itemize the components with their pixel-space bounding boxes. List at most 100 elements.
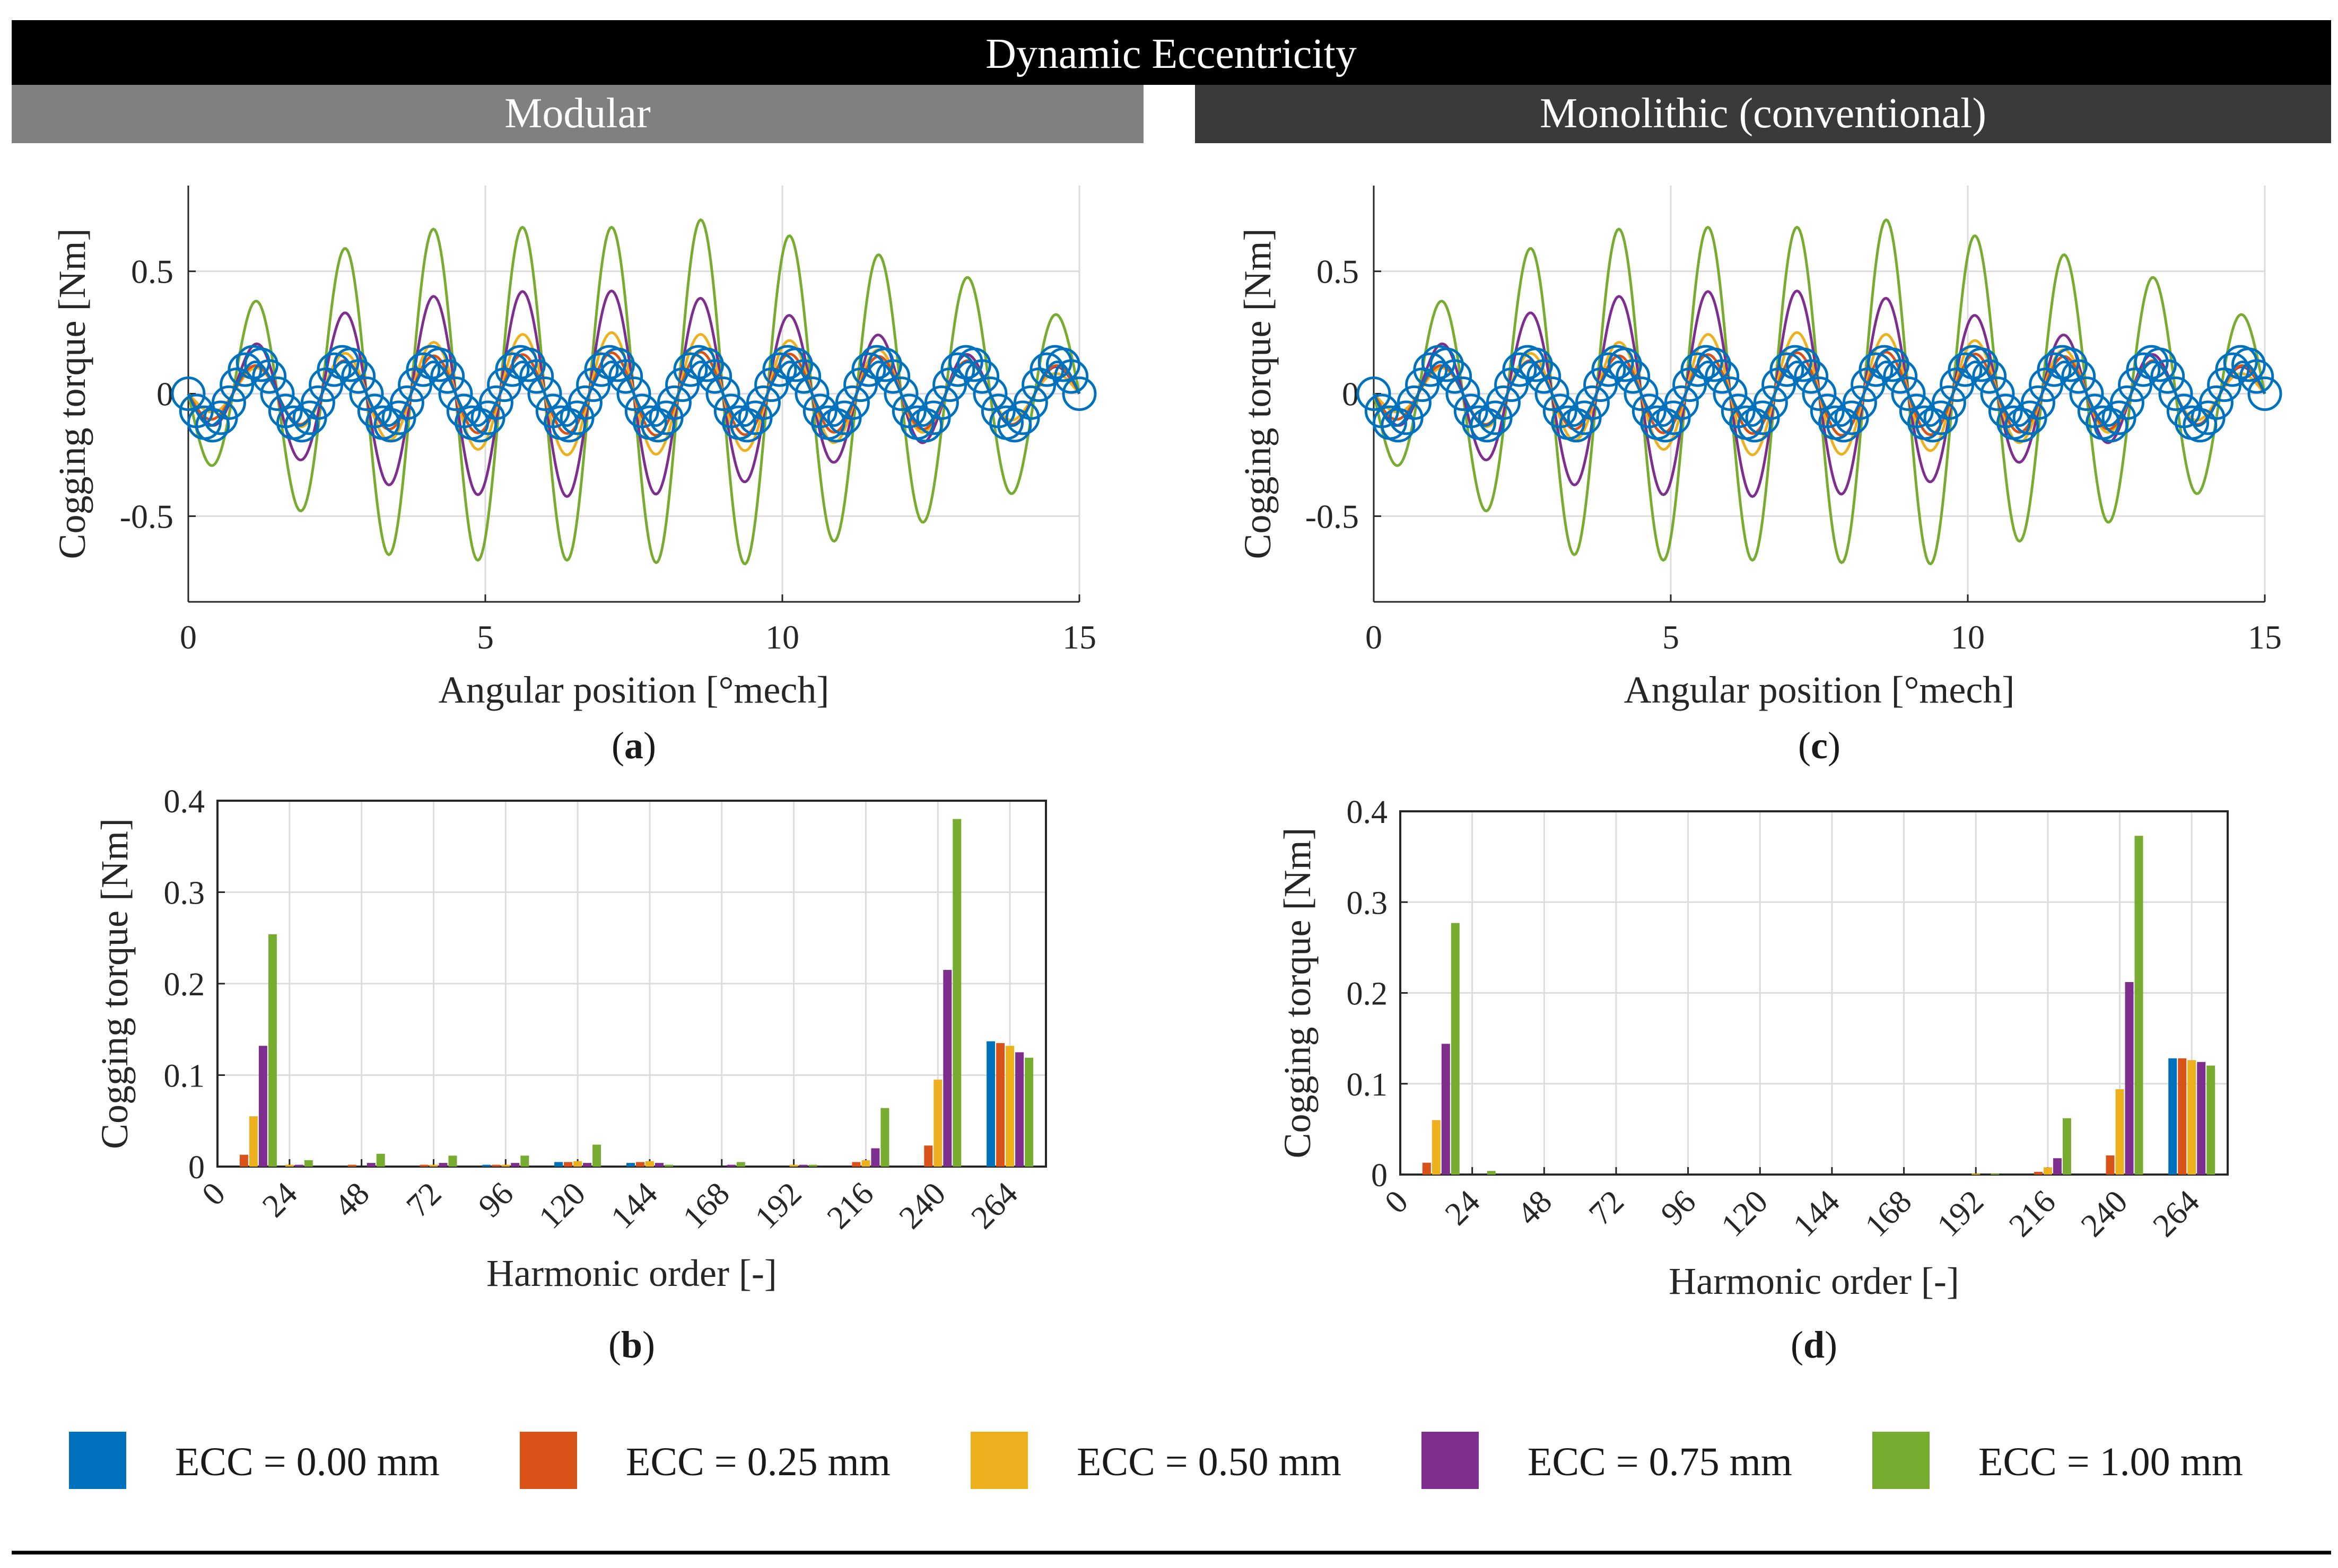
data-point <box>349 376 384 411</box>
data-point <box>568 385 603 420</box>
data-point <box>317 352 352 387</box>
data-point <box>705 376 740 411</box>
x-tick-label: 5 <box>477 618 494 656</box>
x-tick-label: 10 <box>765 618 799 656</box>
x-tick-label: 240 <box>2074 1184 2135 1244</box>
data-point <box>876 359 911 394</box>
header-bar-right <box>1195 85 2331 143</box>
data-point <box>284 408 319 443</box>
y-tick-label: 0.4 <box>1347 794 1388 830</box>
data-point <box>762 352 797 387</box>
bar <box>492 1164 501 1167</box>
data-point <box>478 385 513 420</box>
data-point <box>252 359 287 394</box>
x-tick-label: 24 <box>256 1176 304 1224</box>
bar <box>304 1160 313 1167</box>
bar <box>420 1164 429 1167</box>
bar <box>2178 1058 2187 1175</box>
chart-d: 0 0.1 0.2 0.3 0.4 0 24 48 72 96 120 144 168 192 216 240… <box>1276 794 2229 1366</box>
data-point <box>746 385 781 420</box>
bar <box>2115 1089 2124 1175</box>
data-point <box>819 408 854 443</box>
data-point <box>1972 359 2007 394</box>
legend-swatch <box>520 1432 577 1489</box>
data-point <box>1883 359 1918 394</box>
data-point <box>1575 385 1610 420</box>
legend-label: ECC = 0.00 mm <box>175 1440 440 1484</box>
bar <box>2197 1062 2206 1175</box>
data-point <box>430 359 465 394</box>
bar <box>808 1164 817 1167</box>
x-tick-label: 0 <box>1365 618 1382 656</box>
data-point <box>1680 352 1715 387</box>
data-point <box>1786 347 1820 382</box>
data-point <box>787 359 822 394</box>
chart-c: 0 5 10 15 -0.5 0 0.5 Angular position [°mech] Co… <box>1236 186 2282 767</box>
data-point <box>1559 408 1594 443</box>
data-point <box>795 376 830 411</box>
data-point <box>1429 347 1464 382</box>
data-point <box>851 352 886 387</box>
legend-swatch <box>1872 1432 1930 1489</box>
data-point <box>1705 359 1740 394</box>
y-tick-label: 0.5 <box>1316 253 1359 291</box>
data-point <box>868 347 902 382</box>
data-point <box>1616 359 1651 394</box>
data-point <box>608 359 643 394</box>
bar <box>2187 1060 2196 1175</box>
bar <box>924 1145 933 1167</box>
data-point <box>341 359 376 394</box>
data-point <box>600 347 635 382</box>
data-point <box>1381 408 1416 443</box>
data-point <box>1624 376 1659 411</box>
data-point <box>2037 352 2072 387</box>
legend-label: ECC = 1.00 mm <box>1978 1440 2243 1484</box>
chart-b: 0 0.1 0.2 0.3 0.4 0 24 48 72 96 120 144 168 192 216 240… <box>93 784 1047 1366</box>
x-tick-label: 0 <box>195 1176 232 1213</box>
x-tick-label: 48 <box>328 1176 377 1224</box>
bar <box>268 934 277 1167</box>
data-point <box>884 376 919 411</box>
data-point <box>1502 352 1537 387</box>
x-tick-label: 144 <box>604 1176 665 1236</box>
data-point <box>1802 376 1837 411</box>
header-bar-top <box>12 20 2331 85</box>
panel-label: (a) <box>612 724 656 767</box>
x-tick-label: 120 <box>532 1176 592 1236</box>
data-point <box>1648 408 1683 443</box>
data-point <box>389 385 424 420</box>
data-point <box>657 385 692 420</box>
x-tick-label: 168 <box>676 1176 737 1236</box>
bar <box>996 1043 1005 1167</box>
y-tick-label: 0 <box>1342 375 1359 413</box>
bar <box>1971 1173 1981 1175</box>
x-tick-label: 120 <box>1714 1184 1775 1244</box>
data-point <box>1470 408 1505 443</box>
x-tick-label: 192 <box>748 1176 809 1236</box>
x-tick-label: 192 <box>1930 1184 1991 1244</box>
bar <box>1025 1057 1034 1167</box>
bar <box>2168 1058 2177 1175</box>
data-point <box>1713 376 1748 411</box>
legend-swatch <box>69 1432 126 1489</box>
data-point <box>584 352 619 387</box>
bar <box>583 1163 592 1167</box>
data-point <box>1608 347 1642 382</box>
bar <box>861 1160 870 1167</box>
x-axis-label: Harmonic order [-] <box>486 1252 777 1294</box>
bar <box>285 1164 294 1167</box>
bar <box>249 1116 258 1167</box>
bar <box>636 1162 644 1167</box>
data-point <box>1842 385 1877 420</box>
bar <box>1991 1173 2000 1175</box>
data-point <box>495 352 530 387</box>
series-0 <box>171 345 1097 443</box>
bar <box>2034 1171 2043 1175</box>
bar <box>789 1164 798 1167</box>
x-tick-label: 24 <box>1438 1184 1487 1232</box>
data-point <box>438 376 473 411</box>
data-point <box>300 385 335 420</box>
data-point <box>924 385 959 420</box>
data-point <box>211 385 246 420</box>
